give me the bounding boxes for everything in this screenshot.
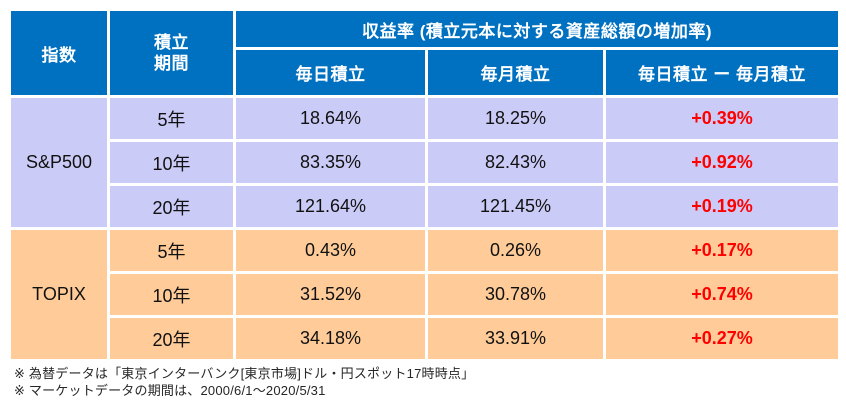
monthly-value-cell: 18.25%	[425, 95, 606, 142]
monthly-value-cell: 0.26%	[425, 227, 606, 274]
period-cell: 5年	[107, 227, 236, 274]
daily-value-cell: 0.43%	[233, 227, 428, 274]
daily-value-cell: 83.35%	[233, 139, 428, 186]
daily-value-cell: 31.52%	[233, 271, 428, 318]
period-cell: 10年	[107, 139, 236, 186]
returns-table-container: 指数 積立 期間 収益率 (積立元本に対する資産総額の増加率) 毎日積立 毎月積…	[8, 8, 842, 362]
footnote-line-2: ※ マーケットデータの期間は、2000/6/1～2020/5/31	[14, 382, 326, 398]
header-cell-daily: 毎日積立	[233, 47, 428, 98]
monthly-value-cell: 33.91%	[425, 315, 606, 362]
period-cell: 10年	[107, 271, 236, 318]
table-row: 10年 83.35% 82.43% +0.92%	[10, 139, 842, 186]
table-row: S&P500 5年 18.64% 18.25% +0.39%	[8, 95, 842, 230]
diff-value-cell: +0.19%	[602, 183, 842, 230]
header-cell-index: 指数	[8, 8, 110, 98]
index-cell-topix: TOPIX	[8, 227, 110, 362]
period-cell: 20年	[107, 315, 236, 362]
table-row: 10年 31.52% 30.78% +0.74%	[10, 271, 842, 318]
index-cell-sp500: S&P500	[8, 95, 110, 230]
daily-value-cell: 18.64%	[233, 95, 428, 142]
diff-value-cell: +0.17%	[602, 227, 842, 274]
footnote-line-1: ※ 為替データは「東京インターバンク[東京市場]ドル・円スポット17時時点」	[14, 366, 475, 381]
table-row: TOPIX 5年 0.43% 0.26% +0.17%	[8, 227, 842, 362]
footnotes: ※ 為替データは「東京インターバンク[東京市場]ドル・円スポット17時時点」 ※…	[14, 366, 474, 399]
monthly-value-cell: 121.45%	[425, 183, 606, 230]
table-row: 20年 121.64% 121.45% +0.19%	[10, 183, 842, 230]
daily-value-cell: 121.64%	[233, 183, 428, 230]
header-cell-diff: 毎日積立 ー 毎月積立	[602, 47, 842, 98]
diff-value-cell: +0.92%	[602, 139, 842, 186]
header-cell-returns-title: 収益率 (積立元本に対する資産総額の増加率)	[232, 8, 842, 50]
returns-table: 指数 積立 期間 収益率 (積立元本に対する資産総額の増加率) 毎日積立 毎月積…	[8, 8, 842, 362]
header-cell-period: 積立 期間	[107, 8, 236, 98]
monthly-value-cell: 82.43%	[425, 139, 606, 186]
diff-value-cell: +0.27%	[602, 315, 842, 362]
diff-value-cell: +0.74%	[602, 271, 842, 318]
period-cell: 5年	[107, 95, 236, 142]
daily-value-cell: 34.18%	[233, 315, 428, 362]
table-row: 20年 34.18% 33.91% +0.27%	[10, 315, 842, 362]
header-cell-monthly: 毎月積立	[425, 47, 606, 98]
period-cell: 20年	[107, 183, 236, 230]
monthly-value-cell: 30.78%	[425, 271, 606, 318]
diff-value-cell: +0.39%	[602, 95, 842, 142]
